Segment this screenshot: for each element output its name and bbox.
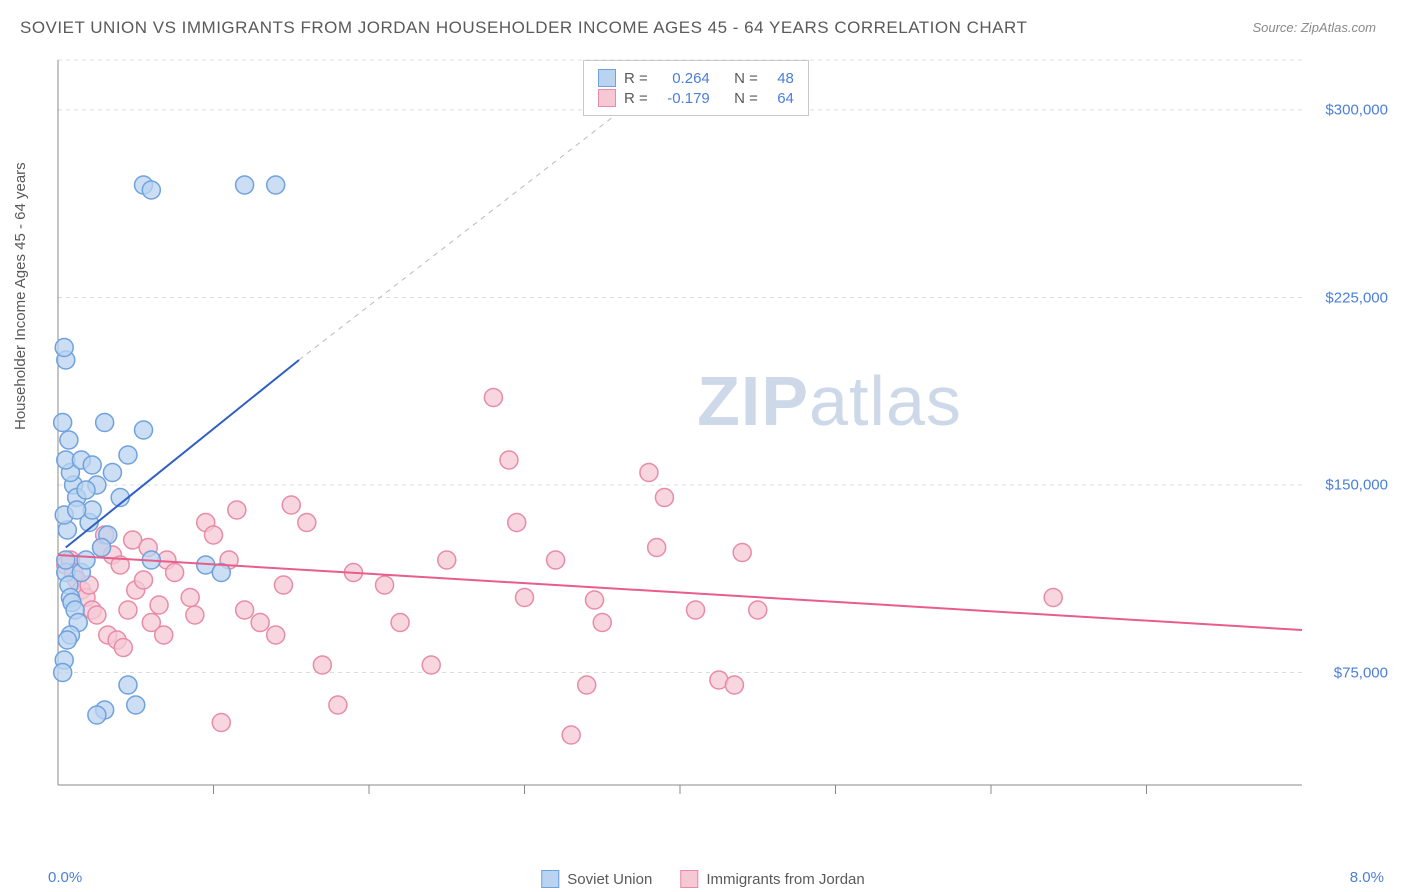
x-axis-min: 0.0% <box>48 869 82 886</box>
chart-title: SOVIET UNION VS IMMIGRANTS FROM JORDAN H… <box>20 18 1027 38</box>
series-legend: Soviet Union Immigrants from Jordan <box>541 870 864 888</box>
y-tick-label: $300,000 <box>1325 102 1388 119</box>
legend-item: Immigrants from Jordan <box>680 870 864 888</box>
stat-n-label: N = <box>726 70 758 87</box>
stat-r-value: 0.264 <box>656 70 710 87</box>
stat-n-value: 48 <box>766 70 794 87</box>
legend-item: Soviet Union <box>541 870 652 888</box>
stat-r-label: R = <box>624 70 648 87</box>
stat-r-label: R = <box>624 90 648 107</box>
source-attribution: Source: ZipAtlas.com <box>1252 20 1376 35</box>
y-tick-label: $75,000 <box>1334 664 1388 681</box>
legend-label: Immigrants from Jordan <box>706 871 864 888</box>
scatter-plot <box>50 55 1370 825</box>
stat-n-value: 64 <box>766 90 794 107</box>
stat-n-label: N = <box>726 90 758 107</box>
y-tick-label: $150,000 <box>1325 477 1388 494</box>
legend-label: Soviet Union <box>567 871 652 888</box>
y-axis-label: Householder Income Ages 45 - 64 years <box>12 162 29 430</box>
correlation-stat-box: R = 0.264 N = 48 R = -0.179 N = 64 <box>583 60 809 116</box>
legend-swatch <box>680 870 698 888</box>
legend-swatch <box>598 89 616 107</box>
legend-swatch <box>541 870 559 888</box>
y-tick-label: $225,000 <box>1325 289 1388 306</box>
x-axis-max: 8.0% <box>1350 869 1384 886</box>
legend-swatch <box>598 69 616 87</box>
stat-r-value: -0.179 <box>656 90 710 107</box>
